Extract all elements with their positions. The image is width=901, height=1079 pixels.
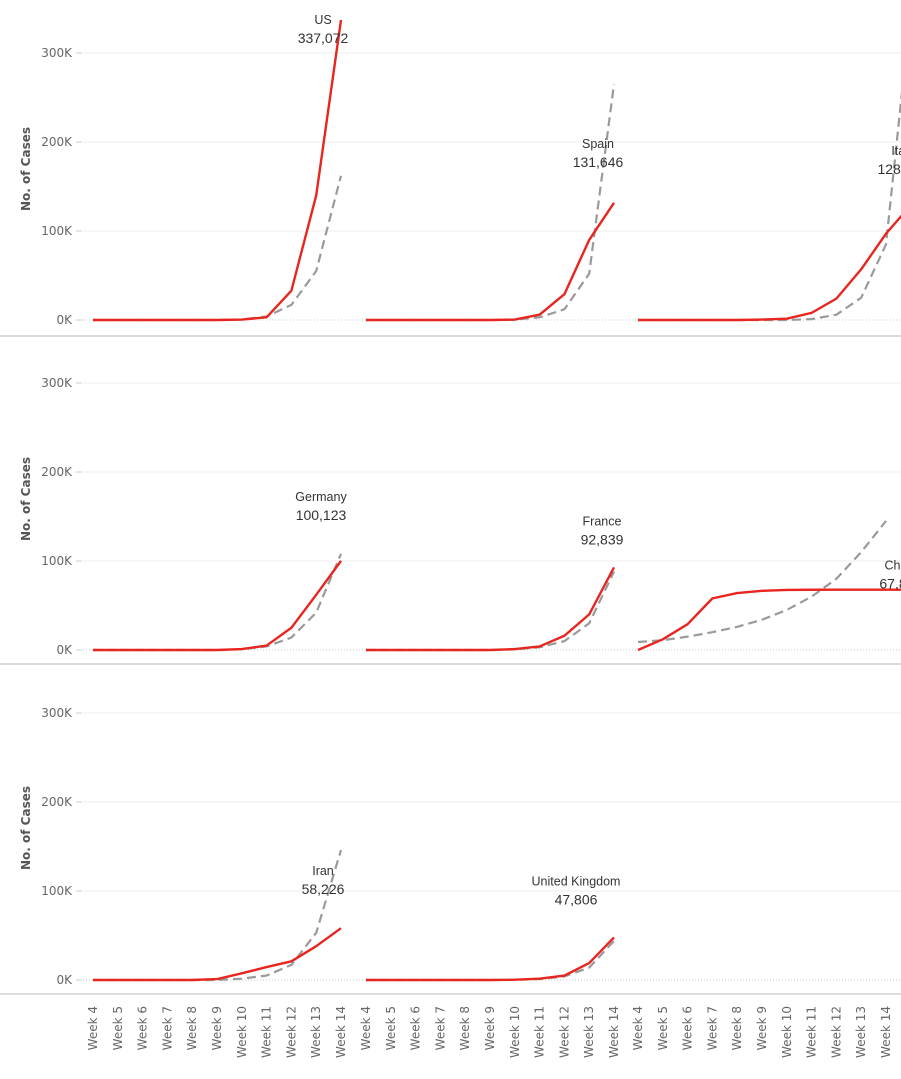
chart-row-1: 0K 100K 200K 300K No. of Cases [0,46,901,337]
value-label: 337,072 [298,30,349,46]
value-label: 58,226 [302,881,345,897]
value-label: 128,948 [877,161,901,177]
x-tick-label: Week 11 [805,1006,819,1058]
y-tick-label: 100K [41,224,73,238]
x-tick-label: Week 4 [359,1006,373,1050]
x-tick-label: Week 8 [458,1006,472,1050]
country-label: US [314,13,331,27]
x-tick-label: Week 11 [533,1006,547,1058]
trend-line [638,91,901,322]
x-tick-label: Week 13 [582,1006,596,1058]
trend-line [366,84,616,322]
x-tick-label: Week 7 [705,1006,719,1050]
x-tick-label: Week 8 [730,1006,744,1050]
y-tick-label: 100K [41,554,73,568]
x-tick-label: Week 10 [235,1006,249,1058]
x-tick-label: Week 6 [681,1006,695,1050]
x-tick-label: Week 5 [656,1006,670,1050]
y-tick-label: 200K [41,795,73,809]
x-tick-label: Week 7 [160,1006,174,1050]
y-tick-label: 200K [41,465,73,479]
y-tick-label: 0K [56,643,73,657]
trend-line [366,940,615,982]
y-axis-title: No. of Cases [19,127,33,211]
panel-iran: Iran 58,226 [92,849,345,982]
x-tick-label: Week 10 [508,1006,522,1058]
actual-line [638,214,901,322]
actual-line [366,936,615,982]
value-label: 67,803 [879,576,901,592]
actual-line [366,566,616,652]
panel-united-kingdom: United Kingdom 47,806 [365,874,621,982]
x-tick-label: Week 14 [879,1006,893,1058]
y-tick-label: 300K [41,376,73,390]
x-tick-label: Week 4 [86,1006,100,1050]
value-label: 131,646 [573,154,624,170]
actual-line [637,588,901,652]
x-tick-label: Week 6 [136,1006,150,1050]
trend-line [93,553,343,652]
trend-line [366,571,615,652]
y-tick-label: 200K [41,135,73,149]
x-tick-label: Week 7 [433,1006,447,1050]
trend-line [93,175,343,322]
country-label: Italy [891,144,901,158]
country-label: Iran [312,864,334,878]
y-axis-title: No. of Cases [19,457,33,541]
x-tick-label: Week 12 [284,1006,298,1058]
actual-line [93,927,342,982]
value-label: 92,839 [581,531,624,547]
x-tick-label: Week 9 [755,1006,769,1050]
x-tick-label: Week 4 [631,1006,645,1050]
y-tick-label: 100K [41,884,73,898]
x-tick-label: Week 13 [854,1006,868,1058]
trend-line [637,520,887,644]
value-label: 100,123 [296,507,347,523]
panel-us: US 337,072 [92,13,349,322]
panel-germany: Germany 100,123 [92,490,347,652]
x-tick-label: Week 13 [309,1006,323,1058]
chart-row-3: 0K 100K 200K 300K No. of Cases [0,706,901,995]
y-tick-label: 300K [41,46,73,60]
panel-france: France 92,839 [365,514,624,652]
x-tick-label: Week 14 [607,1006,621,1058]
actual-line [366,202,615,322]
value-label: 47,806 [555,891,598,907]
country-label: China [884,559,901,573]
country-label: Spain [582,137,614,151]
country-label: France [583,514,622,528]
x-tick-label: Week 11 [260,1006,274,1058]
x-tick-label: Week 8 [185,1006,199,1050]
actual-line [93,19,343,322]
panel-italy: Italy 128,948 [637,91,901,322]
y-tick-label: 0K [56,313,73,327]
x-tick-label: Week 5 [384,1006,398,1050]
panel-china: China 67,803 [637,520,901,652]
x-tick-label: Week 12 [557,1006,571,1058]
y-tick-label: 300K [41,706,73,720]
x-tick-label: Week 14 [334,1006,348,1058]
trend-line [93,849,343,982]
x-tick-label: Week 10 [780,1006,794,1058]
x-tick-label: Week 5 [111,1006,125,1050]
panel-spain: Spain 131,646 [365,84,624,322]
x-tick-label: Week 12 [829,1006,843,1058]
x-tick-label: Week 6 [409,1006,423,1050]
x-axis: Week 4 Week 5 Week 6 Week 7 Week 8 Week 9 Week… [86,1006,893,1058]
x-tick-label: Week 9 [483,1006,497,1050]
y-tick-label: 0K [56,973,73,987]
chart-row-2: 0K 100K 200K 300K No. of Cases [0,376,901,665]
country-label: Germany [295,490,347,504]
country-label: United Kingdom [532,874,621,888]
y-axis-title: No. of Cases [19,786,33,870]
actual-line [93,560,342,652]
x-tick-label: Week 9 [210,1006,224,1050]
